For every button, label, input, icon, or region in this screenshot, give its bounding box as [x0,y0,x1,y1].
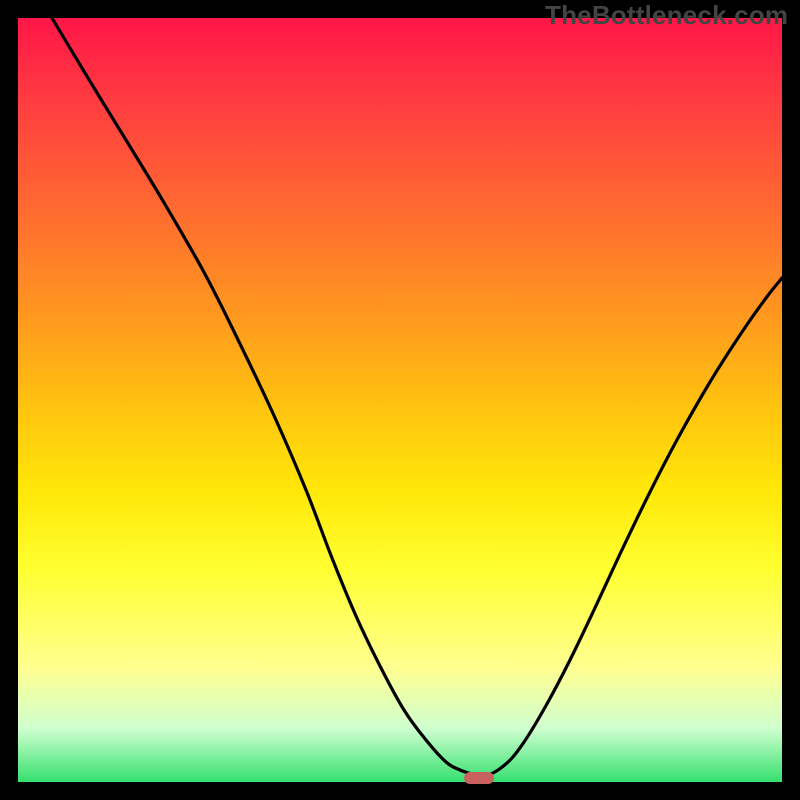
chart-frame: TheBottleneck.com [0,0,800,800]
plot-area [18,18,782,782]
optimal-marker [464,772,494,784]
bottleneck-curve [18,18,782,782]
attribution-text: TheBottleneck.com [545,0,788,31]
